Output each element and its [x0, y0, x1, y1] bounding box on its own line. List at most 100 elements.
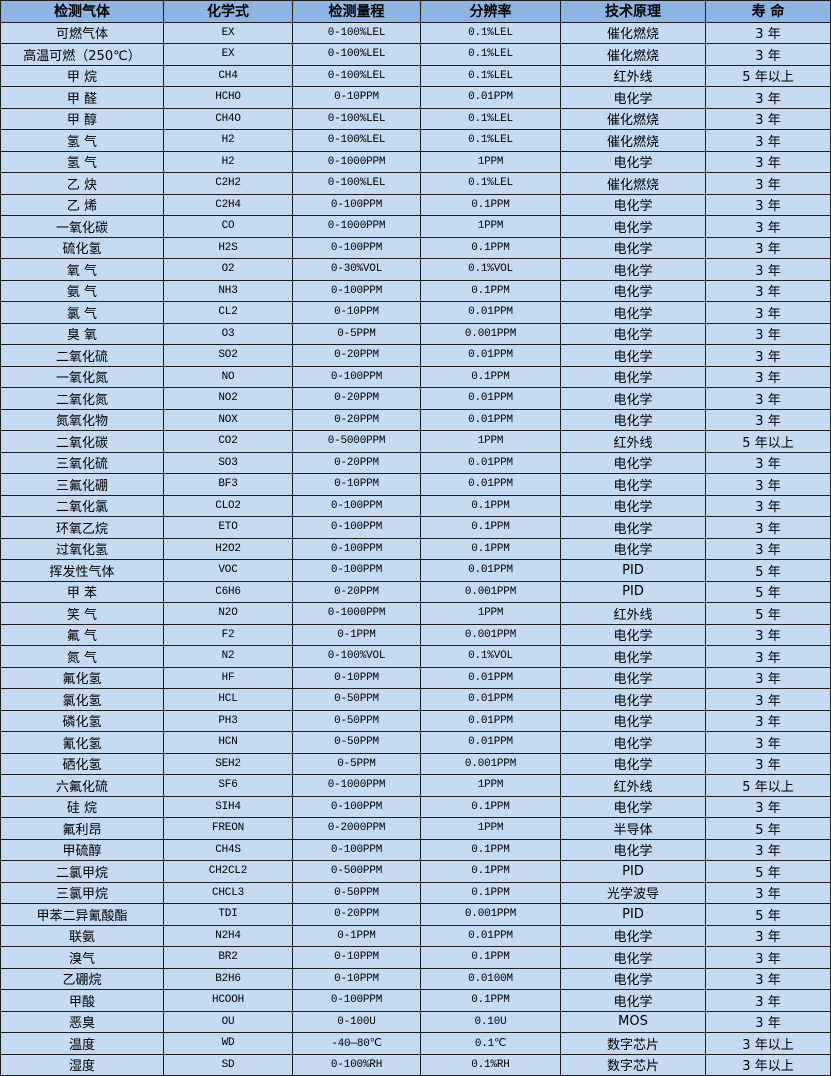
resolution-cell: 0.01PPM [420, 924, 561, 947]
principle-cell: 电化学 [560, 86, 706, 109]
formula-cell: OU [163, 1010, 293, 1033]
table-row: 过氧化氢 H2O2 0-100PPM 0.1PPM 电化学 3 年 [0, 537, 831, 560]
table-row: 一氧化氮 NO 0-100PPM 0.1PPM 电化学 3 年 [0, 365, 831, 388]
formula-cell: N2H4 [163, 924, 293, 947]
formula-cell: SEH2 [163, 752, 293, 775]
table-row: 三氟化硼 BF3 0-10PPM 0.01PPM 电化学 3 年 [0, 473, 831, 496]
formula-cell: HCOOH [163, 989, 293, 1012]
principle-cell: 电化学 [560, 258, 706, 281]
table-row: 氯化氢 HCL 0-50PPM 0.01PPM 电化学 3 年 [0, 688, 831, 711]
lifetime-cell: 3 年 [705, 946, 831, 969]
principle-cell: PID [560, 860, 706, 883]
resolution-cell: 1PPM [420, 430, 561, 453]
formula-cell: EX [163, 21, 293, 44]
lifetime-cell: 5 年以上 [705, 64, 831, 87]
lifetime-cell: 3 年 [705, 387, 831, 410]
formula-cell: CL2 [163, 301, 293, 324]
table-row: 硒化氢 SEH2 0-5PPM 0.001PPM 电化学 3 年 [0, 752, 831, 775]
formula-cell: H2 [163, 150, 293, 173]
lifetime-cell: 3 年 [705, 365, 831, 388]
table-row: 乙 烯 C2H4 0-100PPM 0.1PPM 电化学 3 年 [0, 193, 831, 216]
gas-cell: 硫化氢 [0, 236, 164, 259]
formula-cell: CO [163, 215, 293, 238]
range-cell: 0-50PPM [292, 881, 421, 904]
principle-cell: 电化学 [560, 666, 706, 689]
table-row: 氟 气 F2 0-1PPM 0.001PPM 电化学 3 年 [0, 623, 831, 646]
gas-cell: 甲 醛 [0, 86, 164, 109]
table-row: 甲 烷 CH4 0-100%LEL 0.1%LEL 红外线 5 年以上 [0, 64, 831, 87]
lifetime-cell: 3 年 [705, 43, 831, 66]
resolution-cell: 0.01PPM [420, 709, 561, 732]
lifetime-cell: 5 年 [705, 860, 831, 883]
principle-cell: 电化学 [560, 408, 706, 431]
lifetime-cell: 3 年 [705, 709, 831, 732]
table-row: 氨 气 NH3 0-100PPM 0.1PPM 电化学 3 年 [0, 279, 831, 302]
resolution-cell: 0.1PPM [420, 279, 561, 302]
lifetime-cell: 5 年 [705, 559, 831, 582]
range-cell: 0-100%LEL [292, 43, 421, 66]
resolution-cell: 0.1%LEL [420, 107, 561, 130]
formula-cell: CO2 [163, 430, 293, 453]
table-row: 甲硫醇 CH4S 0-100PPM 0.1PPM 电化学 3 年 [0, 838, 831, 861]
formula-cell: TDI [163, 903, 293, 926]
resolution-cell: 1PPM [420, 150, 561, 173]
gas-cell: 三氯甲烷 [0, 881, 164, 904]
formula-cell: BR2 [163, 946, 293, 969]
range-cell: 0-20PPM [292, 408, 421, 431]
lifetime-cell: 5 年 [705, 580, 831, 603]
lifetime-cell: 3 年 [705, 107, 831, 130]
principle-cell: 催化燃烧 [560, 129, 706, 152]
table-row: 三氧化硫 SO3 0-20PPM 0.01PPM 电化学 3 年 [0, 451, 831, 474]
lifetime-cell: 3 年 [705, 881, 831, 904]
gas-cell: 恶臭 [0, 1010, 164, 1033]
range-cell: 0-1PPM [292, 924, 421, 947]
range-cell: 0-10PPM [292, 86, 421, 109]
gas-cell: 二氧化硫 [0, 344, 164, 367]
table-row: 恶臭 OU 0-100U 0.10U MOS 3 年 [0, 1010, 831, 1033]
formula-cell: HCL [163, 688, 293, 711]
range-cell: 0-5PPM [292, 322, 421, 345]
formula-cell: F2 [163, 623, 293, 646]
range-cell: 0-20PPM [292, 387, 421, 410]
principle-cell: 催化燃烧 [560, 43, 706, 66]
range-cell: 0-2000PPM [292, 817, 421, 840]
table-row: 溴气 BR2 0-10PPM 0.1PPM 电化学 3 年 [0, 946, 831, 969]
principle-cell: 电化学 [560, 946, 706, 969]
table-row: 环氧乙烷 ETO 0-100PPM 0.1PPM 电化学 3 年 [0, 516, 831, 539]
range-cell: 0-100%LEL [292, 107, 421, 130]
header-formula: 化学式 [163, 0, 293, 23]
formula-cell: NO2 [163, 387, 293, 410]
resolution-cell: 0.01PPM [420, 301, 561, 324]
resolution-cell: 1PPM [420, 774, 561, 797]
lifetime-cell: 3 年 [705, 924, 831, 947]
lifetime-cell: 3 年 [705, 322, 831, 345]
table-row: 氟利昂 FREON 0-2000PPM 1PPM 半导体 5 年 [0, 817, 831, 840]
range-cell: 0-100PPM [292, 236, 421, 259]
lifetime-cell: 3 年 [705, 838, 831, 861]
resolution-cell: 0.1PPM [420, 881, 561, 904]
formula-cell: H2O2 [163, 537, 293, 560]
resolution-cell: 0.01PPM [420, 451, 561, 474]
principle-cell: 电化学 [560, 709, 706, 732]
formula-cell: HCN [163, 731, 293, 754]
formula-cell: H2S [163, 236, 293, 259]
principle-cell: 电化学 [560, 236, 706, 259]
resolution-cell: 0.1PPM [420, 516, 561, 539]
gas-cell: 湿度 [0, 1053, 164, 1076]
gas-cell: 可燃气体 [0, 21, 164, 44]
resolution-cell: 0.001PPM [420, 322, 561, 345]
principle-cell: 电化学 [560, 645, 706, 668]
principle-cell: 红外线 [560, 430, 706, 453]
gas-cell: 氟 气 [0, 623, 164, 646]
gas-cell: 温度 [0, 1032, 164, 1055]
lifetime-cell: 3 年 [705, 451, 831, 474]
principle-cell: 电化学 [560, 215, 706, 238]
resolution-cell: 0.1%LEL [420, 64, 561, 87]
gas-cell: 过氧化氢 [0, 537, 164, 560]
resolution-cell: 0.0100M [420, 967, 561, 990]
range-cell: 0-100PPM [292, 193, 421, 216]
resolution-cell: 0.1PPM [420, 946, 561, 969]
range-cell: 0-20PPM [292, 344, 421, 367]
formula-cell: CHCL3 [163, 881, 293, 904]
principle-cell: 电化学 [560, 387, 706, 410]
